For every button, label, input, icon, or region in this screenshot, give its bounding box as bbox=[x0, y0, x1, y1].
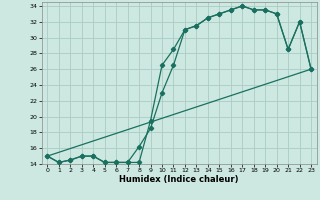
X-axis label: Humidex (Indice chaleur): Humidex (Indice chaleur) bbox=[119, 175, 239, 184]
